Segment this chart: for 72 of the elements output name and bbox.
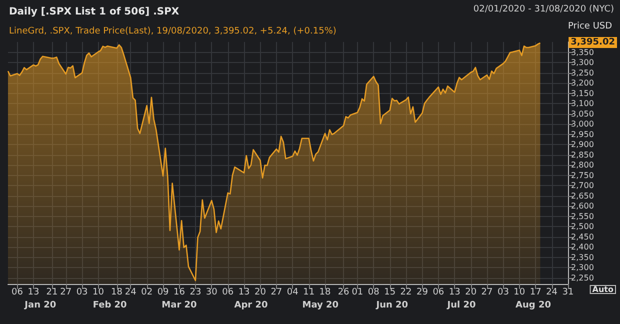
y-tick-label: 3,050 (571, 109, 594, 118)
x-tick-label: 11 (303, 288, 315, 298)
y-tick-label: 2,450 (571, 232, 594, 242)
x-tick-label: 10 (514, 288, 526, 298)
y-tick-label: 2,600 (571, 202, 594, 211)
x-tick-label: 27 (481, 288, 493, 298)
y-tick-label: 3,250 (571, 68, 594, 78)
text: 02/01/2020 - 31/08/2020 (NYC) (473, 4, 614, 14)
x-tick-label: 09 (157, 288, 170, 298)
y-tick-label: 2,550 (571, 212, 594, 221)
x-tick-label: 13 (448, 288, 460, 298)
y-tick-label: 3,150 (571, 88, 594, 98)
x-tick-label: 03 (497, 288, 509, 298)
x-tick-label: 06 (222, 288, 234, 298)
x-tick-label: 18 (319, 288, 332, 298)
x-tick-label: 02 (141, 288, 153, 298)
y-tick-label: 2,500 (571, 222, 594, 232)
x-tick-label: 24 (124, 288, 137, 298)
y-tick-label: 2,700 (571, 181, 594, 190)
y-tick-label: 2,400 (571, 242, 594, 252)
y-tick-label: 2,850 (571, 150, 594, 160)
x-tick-label: 17 (530, 288, 542, 298)
y-tick-label: 3,350 (571, 48, 594, 57)
x2-tick-label: Aug 20 (516, 300, 552, 310)
x-tick-label: 15 (384, 288, 396, 298)
x-tick-label: 16 (174, 288, 186, 298)
x2-tick-label: May 20 (302, 300, 339, 310)
x-tick-label: 22 (400, 288, 412, 298)
x-tick-label: 29 (416, 288, 428, 298)
x-tick-label: 10 (92, 288, 104, 298)
x-tick-label: 26 (338, 288, 350, 298)
y-tick-label: 2,900 (571, 140, 594, 150)
x-tick-label: 18 (111, 288, 123, 298)
x-tick-label: 20 (254, 288, 266, 298)
x-tick-label: 13 (28, 288, 40, 298)
y-tick-label: 3,100 (571, 99, 594, 108)
y-tick-label: 2,800 (571, 160, 594, 170)
x-tick-label: 27 (60, 288, 72, 298)
x-tick-label: 06 (12, 288, 24, 298)
x-tick-label: 27 (270, 288, 282, 298)
x-tick-label: 08 (368, 288, 380, 298)
x2-tick-label: Mar 20 (162, 300, 197, 310)
x2-tick-label: Apr 20 (234, 300, 268, 310)
x2-tick-label: Jan 20 (24, 300, 56, 310)
x-tick-label: 13 (238, 288, 250, 298)
x2-tick-label: Feb 20 (92, 300, 127, 310)
y-tick-label: 2,350 (571, 252, 594, 262)
chart-title: Daily [.SPX List 1 of 506] .SPX (9, 6, 180, 18)
x-tick-label: 31 (562, 288, 574, 298)
y-tick-label: 2,300 (571, 263, 594, 272)
y-tick-label: 3,000 (571, 120, 594, 129)
x-tick-label: 06 (432, 288, 444, 298)
x-tick-label: 01 (352, 288, 364, 298)
x-tick-label: 21 (46, 288, 58, 298)
x-tick-label: 24 (546, 288, 558, 298)
y-tick-label: 2,650 (571, 191, 594, 200)
y-tick-label: 3,300 (571, 58, 594, 68)
x-tick-label: 20 (465, 288, 477, 298)
y-tick-label: 2,750 (571, 170, 594, 180)
text: Auto (592, 285, 614, 294)
y-tick-label: 3,200 (571, 78, 594, 88)
x2-tick-label: Jun 20 (375, 300, 408, 310)
chart-subtitle: LineGrd, .SPX, Trade Price(Last), 19/08/2020, 3,395.02, +5.24, (+0.15%) (9, 26, 336, 36)
x-tick-label: 03 (76, 288, 88, 298)
y-axis-title: Price USD (568, 22, 612, 32)
y-tick-label: 2,250 (571, 273, 594, 282)
x2-tick-label: Jul 20 (446, 300, 476, 310)
x-tick-label: 30 (206, 288, 218, 298)
y-tick-label: 2,950 (571, 130, 594, 139)
text: 3,395.02 (570, 38, 616, 48)
x-tick-label: 23 (190, 288, 202, 298)
x-tick-label: 04 (286, 288, 299, 298)
